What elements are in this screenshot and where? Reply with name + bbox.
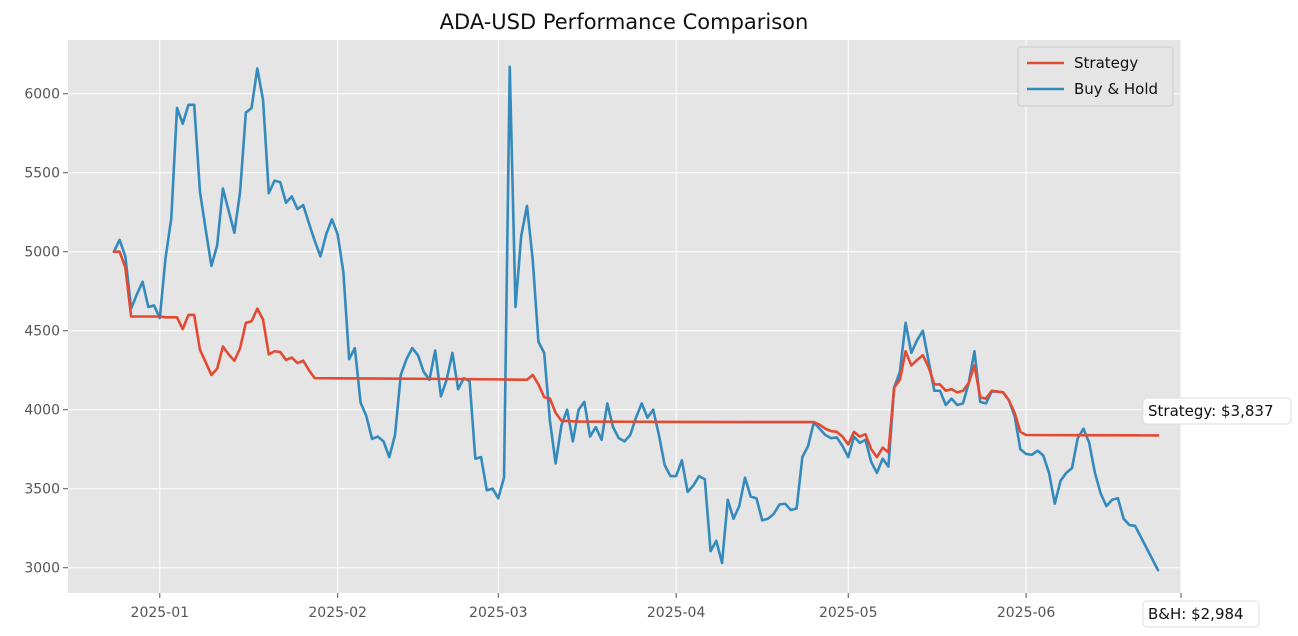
annotation-strategy-box <box>1142 397 1292 425</box>
annotation-buy-hold: B&H: $2,984 <box>1142 600 1260 628</box>
y-tick-label: 3000 <box>24 561 60 577</box>
y-tick-label: 4000 <box>24 403 60 419</box>
y-tick-label: 4500 <box>24 324 60 340</box>
x-tick-label: 2025-05 <box>819 605 878 621</box>
y-tick-label: 5500 <box>24 166 60 182</box>
y-axis: 3000 3500 4000 4500 5000 5500 6000 <box>24 87 68 577</box>
chart-title: ADA-USD Performance Comparison <box>440 10 809 34</box>
annotation-strategy-label: Strategy: $3,837 <box>1148 402 1274 420</box>
annotation-buy-hold-box <box>1142 600 1260 628</box>
x-axis: 2025-01 2025-02 2025-03 2025-04 2025-05 2025-… <box>131 593 1182 621</box>
x-tick-label: 2025-06 <box>997 605 1056 621</box>
series-line-strategy <box>112 250 1160 459</box>
x-tick-label: 2025-04 <box>647 605 706 621</box>
y-tick-label: 5000 <box>24 245 60 261</box>
legend: Strategy Buy & Hold <box>1017 46 1174 107</box>
y-tick-label: 6000 <box>24 87 60 103</box>
x-tick-label: 2025-02 <box>308 605 367 621</box>
x-tick-label: 2025-03 <box>469 605 528 621</box>
annotation-buy-hold-label: B&H: $2,984 <box>1148 605 1244 623</box>
annotation-strategy: Strategy: $3,837 <box>1142 397 1292 425</box>
x-tick-label: 2025-01 <box>131 605 190 621</box>
legend-label-buy-hold: Buy & Hold <box>1074 80 1158 98</box>
plot-area <box>68 40 1181 593</box>
series-lines <box>112 65 1160 572</box>
y-tick-label: 3500 <box>24 482 60 498</box>
legend-label-strategy: Strategy <box>1074 54 1138 72</box>
grid-lines <box>68 40 1182 593</box>
